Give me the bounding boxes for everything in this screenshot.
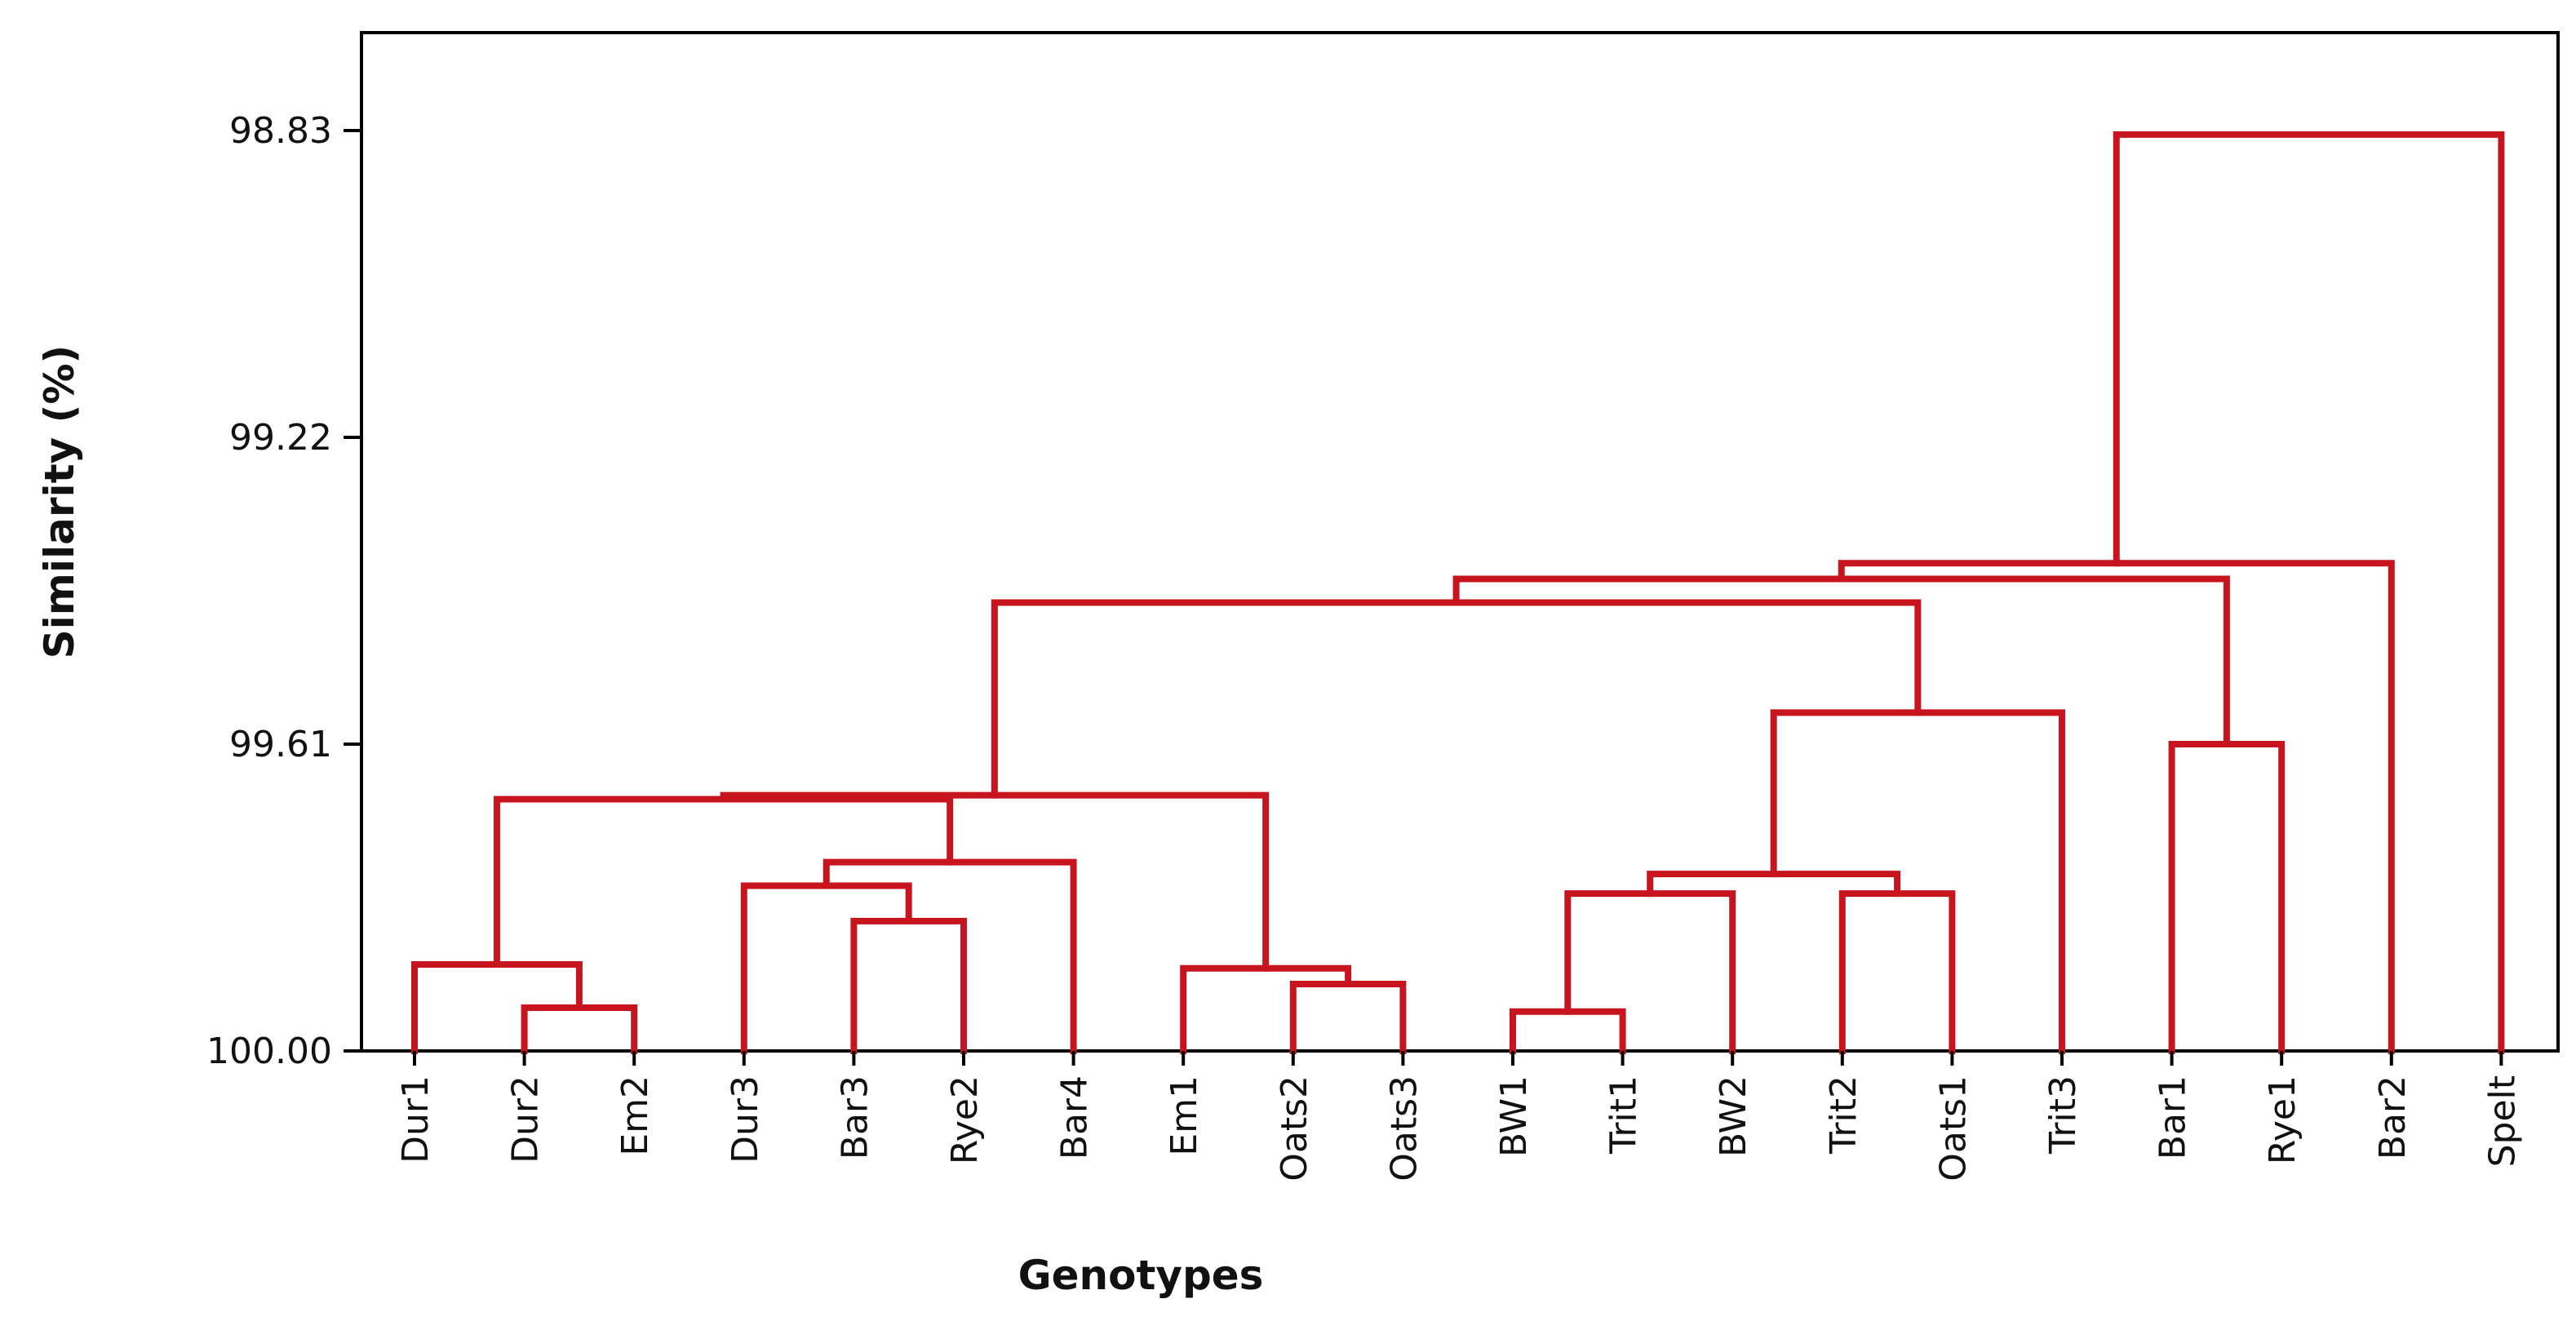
y-tick-label-1: 99.22: [229, 417, 332, 459]
leaf-label-BW1: BW1: [1493, 1075, 1535, 1157]
leaf-label-Dur2: Dur2: [505, 1075, 547, 1164]
leaf-label-Rye1: Rye1: [2262, 1075, 2303, 1164]
merge-link-m19: [2113, 131, 2505, 1054]
y-tick-label-3: 100.00: [206, 1031, 332, 1072]
leaf-label-Trit1: Trit1: [1603, 1075, 1645, 1155]
plot-area-frame: [360, 31, 2560, 1053]
leaf-label-Oats2: Oats2: [1274, 1075, 1315, 1181]
leaf-label-Dur1: Dur1: [395, 1075, 437, 1164]
leaf-label-Dur3: Dur3: [725, 1075, 766, 1164]
x-axis-title: Genotypes: [1018, 1252, 1264, 1299]
leaf-label-Trit2: Trit2: [1823, 1075, 1864, 1155]
leaf-label-Spelt: Spelt: [2481, 1075, 2523, 1167]
y-tick-label-0: 98.83: [229, 110, 332, 152]
y-tick-label-2: 99.61: [229, 724, 332, 765]
leaf-label-BW2: BW2: [1713, 1075, 1754, 1157]
dendrogram-links: [411, 131, 2505, 1054]
leaf-label-Oats3: Oats3: [1383, 1075, 1425, 1181]
leaf-label-Rye2: Rye2: [944, 1075, 986, 1164]
y-axis: 98.83 99.22 99.61 100.00: [206, 110, 361, 1072]
x-axis: Dur1 Dur2 Em2 Dur3 Bar3 Rye2 Bar4 Em1 Oats2 Oats3…: [395, 1051, 2523, 1181]
y-axis-title: Similarity (%): [36, 345, 83, 659]
leaf-label-Em2: Em2: [614, 1075, 656, 1156]
leaf-label-Bar1: Bar1: [2153, 1075, 2194, 1159]
leaf-label-Bar4: Bar4: [1054, 1075, 1096, 1159]
leaf-label-Bar2: Bar2: [2372, 1075, 2414, 1159]
leaf-label-Bar3: Bar3: [834, 1075, 876, 1159]
leaf-label-Trit3: Trit3: [2042, 1075, 2084, 1155]
leaf-label-Em1: Em1: [1164, 1075, 1205, 1156]
leaf-label-Oats1: Oats1: [1932, 1075, 1974, 1181]
